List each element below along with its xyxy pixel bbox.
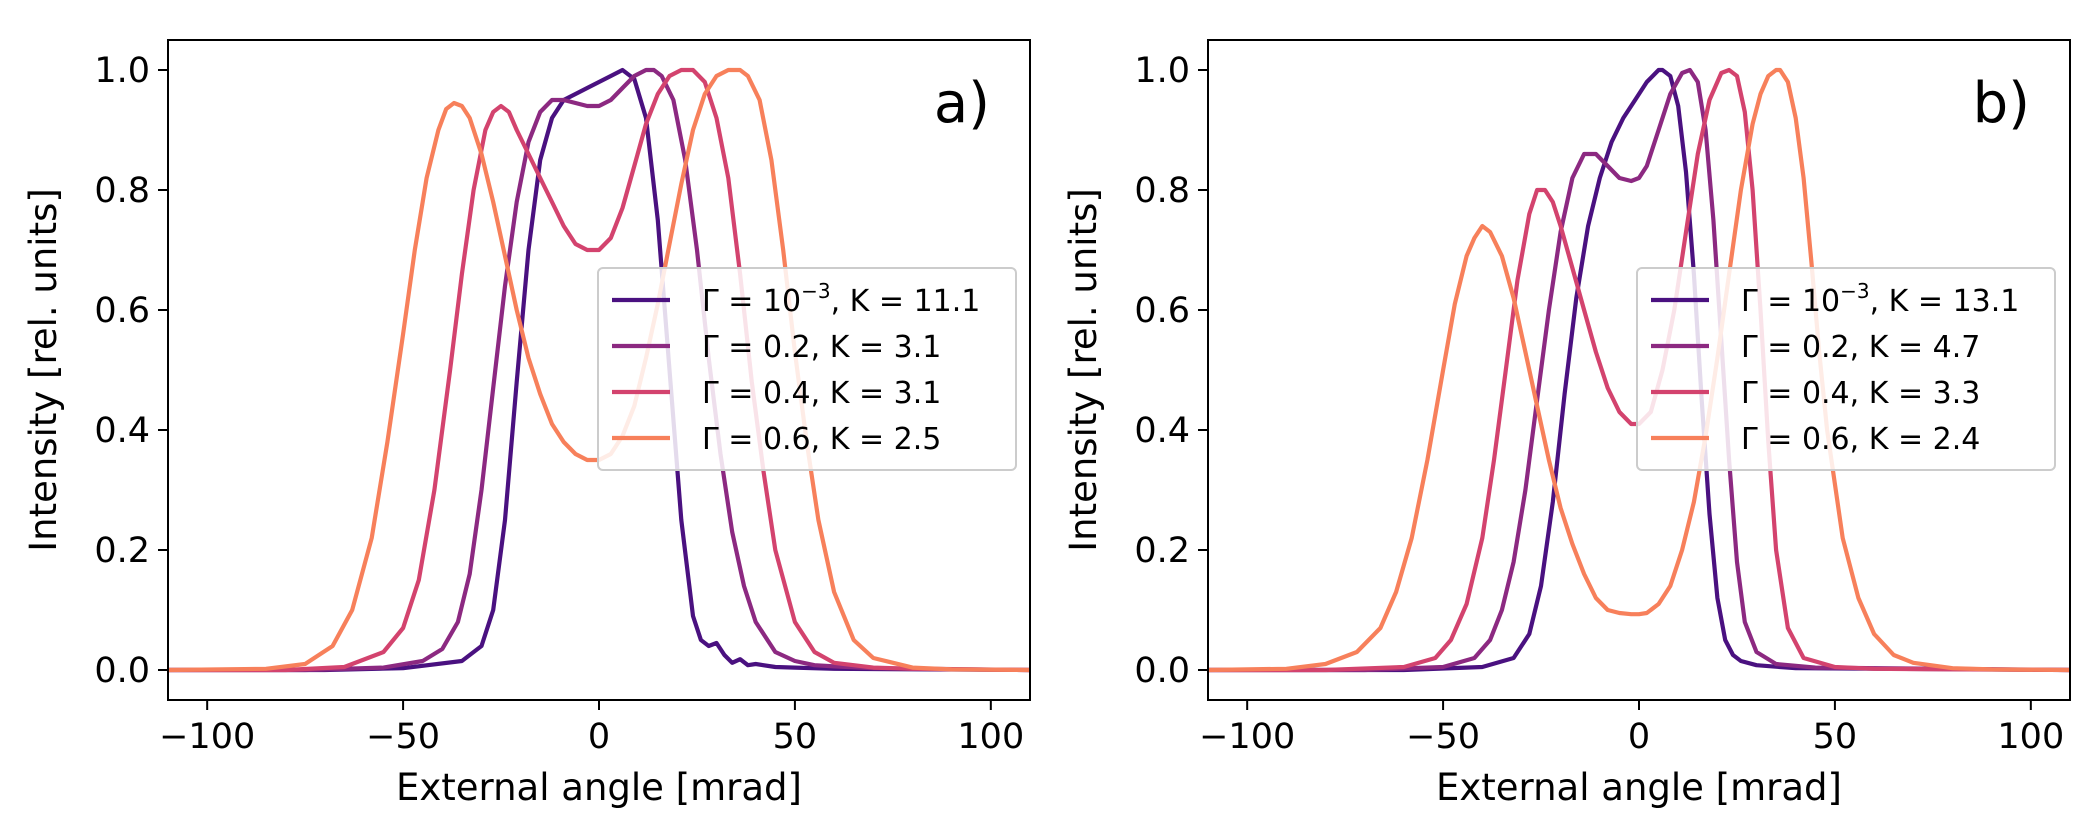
legend-gamma-prefix: Γ = [702,284,763,319]
legend-entry-3: Γ = 0.4, K = 3.3 [1741,376,1980,411]
panel-a: −100 −50 0 50 100 0.0 0.2 0.4 0.6 0.8 1.0 External … [22,39,1031,809]
x-tick-label: 50 [773,717,818,757]
legend-entry-2: Γ = 0.2, K = 4.7 [1741,330,1980,365]
legend-gamma-prefix: Γ = [1741,422,1802,457]
legend-frame [1636,267,2056,471]
y-tick-label: 0.8 [1134,171,1190,211]
x-tick-label: 0 [588,717,610,757]
x-tick-label: 50 [1813,717,1858,757]
legend: Γ = 10−3, K = 11.1Γ = 0.2, K = 3.1Γ = 0.… [597,267,1017,471]
legend-gamma-value: 0.4 [1802,376,1850,411]
legend-gamma-prefix: Γ = [702,422,763,457]
y-axis-label: Intensity [rel. units] [22,188,65,552]
legend-k-value: , K = 2.4 [1850,422,1981,457]
panel-label: a) [934,71,990,136]
legend-k-value: , K = 3.1 [811,376,942,411]
legend-gamma-value: 0.2 [1802,330,1850,365]
x-tick-label: −50 [1406,717,1480,757]
y-tick-label: 0.4 [1134,411,1190,451]
legend-gamma-value: 0.6 [763,422,811,457]
series-line-3 [168,67,1030,673]
legend-gamma-value: 10 [763,284,801,319]
y-tick-label: 0.6 [1134,291,1190,331]
legend-k-value: , K = 13.1 [1870,284,2020,319]
legend-entry-4: Γ = 0.6, K = 2.5 [702,422,941,457]
x-tick-label: −50 [366,717,440,757]
legend-entry-4: Γ = 0.6, K = 2.4 [1741,422,1980,457]
x-tick-label: −100 [159,717,255,757]
y-tick-label: 1.0 [94,51,150,91]
legend-k-value: , K = 11.1 [831,284,981,319]
legend: Γ = 10−3, K = 13.1Γ = 0.2, K = 4.7Γ = 0.… [1636,267,2056,471]
legend-gamma-prefix: Γ = [1741,376,1802,411]
y-tick-label: 1.0 [1134,51,1190,91]
series-line-2 [1208,67,2070,673]
legend-entry-3: Γ = 0.4, K = 3.1 [702,376,941,411]
y-axis-label: Intensity [rel. units] [1062,188,1105,552]
legend-gamma-value: 0.2 [763,330,811,365]
legend-k-value: , K = 3.1 [811,330,942,365]
legend-k-value: , K = 2.5 [811,422,942,457]
legend-entry-2: Γ = 0.2, K = 3.1 [702,330,941,365]
legend-gamma-value: 0.6 [1802,422,1850,457]
x-tick-label: 0 [1628,717,1650,757]
panel-b: −100 −50 0 50 100 0.0 0.2 0.4 0.6 0.8 1.0 External … [1062,39,2071,809]
y-tick-label: 0.2 [1134,531,1190,571]
series-line-1 [1208,67,2070,673]
legend-gamma-exponent: −3 [801,279,830,303]
legend-gamma-prefix: Γ = [702,330,763,365]
legend-gamma-exponent: −3 [1840,279,1869,303]
x-tick-label: 100 [957,717,1024,757]
panel-label: b) [1973,71,2030,136]
x-tick-label: 100 [1997,717,2064,757]
legend-k-value: , K = 4.7 [1850,330,1981,365]
series-line-2 [168,67,1030,673]
legend-gamma-prefix: Γ = [1741,284,1802,319]
legend-gamma-value: 0.4 [763,376,811,411]
x-axis-label: External angle [mrad] [396,766,802,809]
legend-gamma-prefix: Γ = [1741,330,1802,365]
legend-frame [597,267,1017,471]
legend-gamma-prefix: Γ = [702,376,763,411]
legend-k-value: , K = 3.3 [1850,376,1981,411]
y-tick-label: 0.2 [94,531,150,571]
y-tick-label: 0.4 [94,411,150,451]
x-axis-label: External angle [mrad] [1436,766,1842,809]
y-tick-label: 0.0 [1134,651,1190,691]
series-line-1 [168,67,1030,673]
legend-entry-1: Γ = 10−3, K = 11.1 [702,279,980,319]
y-tick-label: 0.0 [94,651,150,691]
y-tick-label: 0.6 [94,291,150,331]
legend-entry-1: Γ = 10−3, K = 13.1 [1741,279,2019,319]
x-tick-label: −100 [1199,717,1295,757]
legend-gamma-value: 10 [1802,284,1840,319]
y-tick-label: 0.8 [94,171,150,211]
